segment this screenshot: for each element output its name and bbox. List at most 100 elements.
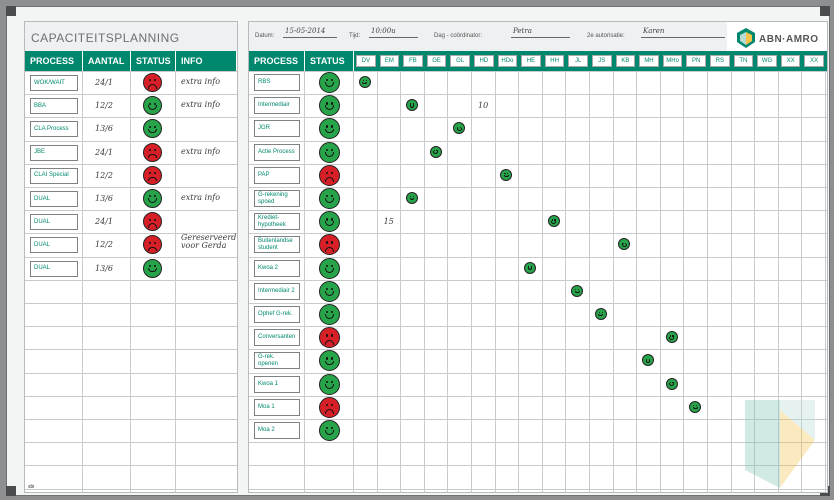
- day-chip-kb[interactable]: KB: [615, 55, 636, 67]
- day-chip-tn[interactable]: TN: [733, 55, 754, 67]
- status-happy-icon[interactable]: [547, 215, 560, 228]
- process-magnet[interactable]: Intermediair 2: [254, 282, 300, 300]
- day-chip-jl[interactable]: JL: [568, 55, 588, 67]
- status-happy-icon[interactable]: [406, 192, 418, 204]
- day-chip-pn[interactable]: PN: [686, 55, 706, 67]
- smiley-mouth: [324, 409, 335, 415]
- autorisatie-value[interactable]: Karen: [641, 25, 725, 38]
- status-happy-icon[interactable]: [429, 145, 442, 158]
- row-divider: [249, 71, 827, 72]
- status-happy-icon[interactable]: [524, 261, 536, 274]
- day-chip-gl[interactable]: GL: [450, 55, 470, 67]
- datum-value[interactable]: 15-05-2014: [283, 25, 337, 38]
- status-sad-icon[interactable]: [143, 212, 162, 232]
- status-happy-icon[interactable]: [319, 72, 340, 93]
- day-chip-xx[interactable]: XX: [804, 55, 824, 67]
- status-happy-icon[interactable]: [665, 377, 678, 390]
- status-sad-icon[interactable]: [319, 396, 340, 418]
- status-happy-icon[interactable]: [453, 122, 466, 135]
- process-magnet[interactable]: Conversanten: [254, 329, 300, 347]
- process-magnet[interactable]: Moa 2: [254, 422, 300, 439]
- smiley-mouth: [324, 339, 335, 345]
- right-table-row: Conversanten: [249, 326, 827, 349]
- day-chip-mh[interactable]: MH: [639, 55, 659, 67]
- status-happy-icon[interactable]: [500, 168, 513, 181]
- status-happy-icon[interactable]: [642, 354, 654, 367]
- row-divider: [25, 349, 237, 351]
- process-magnet[interactable]: Kwoa 2: [254, 259, 300, 277]
- status-happy-icon[interactable]: [319, 304, 340, 325]
- process-magnet[interactable]: Actie Process: [254, 143, 300, 161]
- day-chip-hh[interactable]: HH: [544, 55, 565, 67]
- status-happy-icon[interactable]: [143, 258, 162, 278]
- process-magnet[interactable]: DUAL: [30, 191, 78, 207]
- day-chip-he[interactable]: HE: [521, 55, 541, 67]
- process-magnet[interactable]: G-rek. openen: [254, 352, 300, 370]
- status-happy-icon[interactable]: [319, 211, 340, 233]
- day-chip-xx[interactable]: XX: [780, 55, 801, 67]
- day-chip-mho[interactable]: MHo: [662, 55, 683, 67]
- process-magnet[interactable]: JBE: [30, 144, 78, 161]
- process-magnet[interactable]: Intermediair: [254, 97, 300, 115]
- day-chip-wg[interactable]: WG: [757, 55, 777, 67]
- day-chip-hd[interactable]: HD: [474, 55, 494, 67]
- status-sad-icon[interactable]: [143, 73, 162, 92]
- process-magnet[interactable]: JGR: [254, 120, 300, 138]
- status-sad-icon[interactable]: [143, 235, 162, 255]
- smiley-eye: [153, 149, 156, 152]
- left-header-aantal: AANTAL: [83, 51, 130, 71]
- day-chip-dv[interactable]: DV: [356, 55, 376, 67]
- day-chip-js[interactable]: JS: [592, 55, 612, 67]
- right-table-row: G-rekening spoed: [249, 187, 827, 210]
- day-chip-hdo[interactable]: HDo: [497, 55, 518, 67]
- status-happy-icon[interactable]: [571, 284, 584, 297]
- process-magnet[interactable]: DUAL: [30, 214, 78, 231]
- process-magnet[interactable]: CLA Process: [30, 121, 78, 138]
- process-magnet[interactable]: Ophef G-rek.: [254, 306, 300, 323]
- status-sad-icon[interactable]: [319, 327, 340, 349]
- process-magnet[interactable]: WOK/WAIT: [30, 75, 78, 91]
- status-happy-icon[interactable]: [143, 189, 162, 208]
- status-happy-icon[interactable]: [143, 96, 162, 116]
- process-magnet[interactable]: Kwoa 1: [254, 375, 300, 393]
- column-divider: [683, 71, 685, 492]
- process-magnet[interactable]: Moa 1: [254, 398, 300, 416]
- status-happy-icon[interactable]: [319, 118, 340, 140]
- status-happy-icon[interactable]: [319, 280, 340, 302]
- process-magnet[interactable]: DUAL: [30, 237, 78, 254]
- status-happy-icon[interactable]: [319, 420, 340, 441]
- status-happy-icon[interactable]: [406, 99, 418, 112]
- coordinator-value[interactable]: Petra: [511, 25, 570, 38]
- status-sad-icon[interactable]: [143, 142, 162, 162]
- status-sad-icon[interactable]: [319, 234, 340, 256]
- process-magnet[interactable]: CLAI Special: [30, 167, 78, 184]
- process-magnet[interactable]: PAP: [254, 166, 300, 184]
- status-sad-icon[interactable]: [143, 165, 162, 185]
- status-happy-icon[interactable]: [319, 188, 340, 209]
- process-magnet[interactable]: Buitenlandse student: [254, 236, 300, 254]
- process-magnet[interactable]: G-rekening spoed: [254, 190, 300, 207]
- day-chip-rs[interactable]: RS: [710, 55, 730, 67]
- status-happy-icon[interactable]: [665, 331, 678, 344]
- status-happy-icon[interactable]: [143, 119, 162, 139]
- status-happy-icon[interactable]: [689, 400, 702, 413]
- status-happy-icon[interactable]: [319, 350, 340, 372]
- process-magnet[interactable]: BBA: [30, 98, 78, 115]
- process-magnet[interactable]: Krediet-hypotheek: [254, 213, 300, 231]
- status-sad-icon[interactable]: [319, 164, 340, 186]
- status-happy-icon[interactable]: [319, 257, 340, 279]
- status-happy-icon[interactable]: [319, 141, 340, 163]
- day-chip-fb[interactable]: FB: [403, 55, 423, 67]
- status-happy-icon[interactable]: [319, 95, 340, 117]
- status-happy-icon[interactable]: [319, 373, 340, 395]
- status-happy-icon[interactable]: [358, 76, 371, 88]
- tijd-value[interactable]: 10:00u: [369, 25, 418, 38]
- process-magnet[interactable]: DUAL: [30, 260, 78, 277]
- smiley-eye: [153, 241, 156, 244]
- process-magnet[interactable]: RBS: [254, 74, 300, 91]
- status-happy-icon[interactable]: [618, 238, 631, 251]
- day-chip-ge[interactable]: GE: [426, 55, 447, 67]
- day-chip-em[interactable]: EM: [379, 55, 400, 67]
- left-table-row: DUAL 12/2 Gereserveerd voor Gerda: [25, 233, 237, 256]
- status-happy-icon[interactable]: [594, 308, 607, 320]
